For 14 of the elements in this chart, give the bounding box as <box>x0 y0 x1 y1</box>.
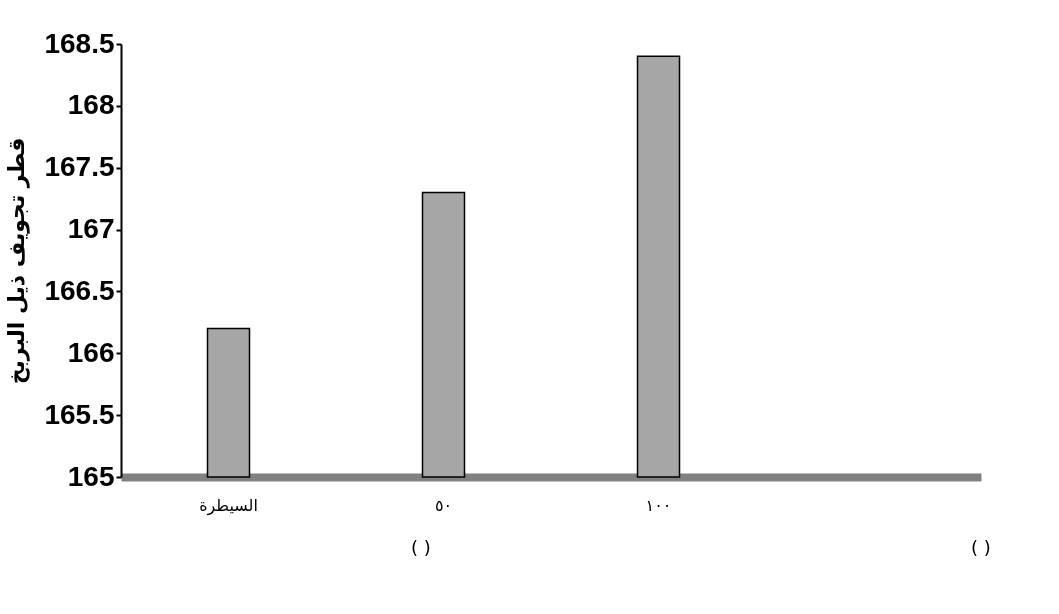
y-tick-label: 168 <box>67 89 115 121</box>
text: ( ) <box>411 537 431 558</box>
y-tick-label: 166.5 <box>44 274 115 306</box>
x-tick-label: ٥٠ <box>434 495 453 515</box>
y-tick-label: 165.5 <box>44 398 115 430</box>
y-tick-label: 166 <box>67 336 115 368</box>
y-tick-label: 165 <box>67 460 115 492</box>
x-tick-label: ١٠٠ <box>645 495 672 515</box>
y-tick-label: 168.5 <box>44 27 115 59</box>
x-tick-label: السيطرة <box>199 495 258 516</box>
y-axis-title: قطر تجويف ذيل البربخ <box>4 137 31 385</box>
y-tick-label: 167.5 <box>44 151 115 183</box>
text: ( ) <box>971 537 991 558</box>
y-tick-label: 167 <box>67 213 115 245</box>
